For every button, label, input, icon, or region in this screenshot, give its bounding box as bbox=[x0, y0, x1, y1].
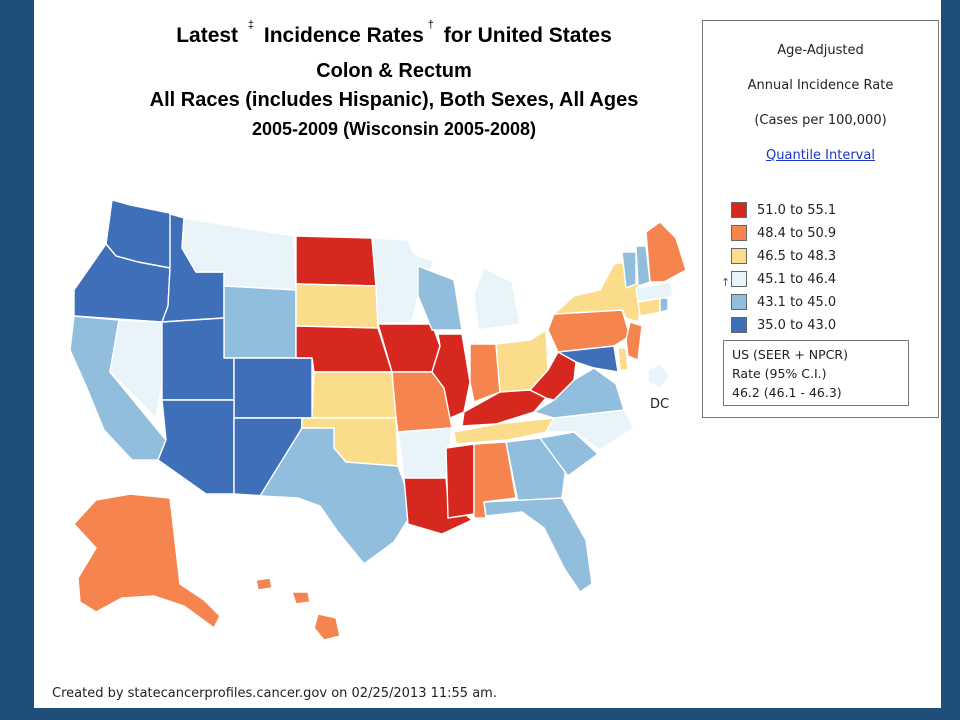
state-florida[interactable] bbox=[483, 497, 593, 593]
legend-swatch-6 bbox=[731, 317, 747, 333]
legend-link-row: Quantile Interval bbox=[703, 148, 938, 163]
us-rate-label: Rate (95% C.I.) bbox=[732, 366, 827, 381]
state-district-of-columbia[interactable] bbox=[647, 363, 671, 389]
state-pennsylvania[interactable] bbox=[547, 309, 631, 353]
quantile-interval-link[interactable]: Quantile Interval bbox=[766, 148, 875, 163]
state-maine[interactable] bbox=[645, 221, 687, 283]
legend-swatch-4 bbox=[731, 271, 747, 287]
legend-swatch-5 bbox=[731, 294, 747, 310]
footnote-double-dagger: ‡ bbox=[247, 19, 255, 31]
title-years: 2005-2009 (Wisconsin 2005-2008) bbox=[251, 119, 536, 139]
legend-swatch-3 bbox=[731, 248, 747, 264]
state-nevada[interactable] bbox=[109, 319, 163, 419]
state-hawaii[interactable] bbox=[255, 577, 341, 641]
state-utah[interactable] bbox=[161, 317, 235, 401]
state-maryland[interactable] bbox=[557, 345, 619, 373]
us-rate-box: US (SEER + NPCR) Rate (95% C.I.) 46.2 (4… bbox=[723, 340, 909, 406]
legend-class-2: 48.4 to 50.9 bbox=[731, 224, 836, 242]
legend-label-1: 51.0 to 55.1 bbox=[757, 202, 837, 218]
footnote-dagger: † bbox=[427, 19, 434, 31]
legend-heading-units: (Cases per 100,000) bbox=[754, 113, 887, 128]
state-texas[interactable] bbox=[259, 427, 415, 565]
state-montana[interactable] bbox=[181, 217, 297, 291]
state-louisiana[interactable] bbox=[403, 477, 473, 535]
state-wisconsin[interactable] bbox=[417, 265, 463, 331]
legend-class-1: 51.0 to 55.1 bbox=[731, 201, 836, 219]
legend-swatch-2 bbox=[731, 225, 747, 241]
title-population: All Races (includes Hispanic), Both Sexe… bbox=[149, 89, 639, 111]
state-rhode-island[interactable] bbox=[659, 297, 669, 313]
legend-box: Age-Adjusted Annual Incidence Rate (Case… bbox=[702, 20, 939, 418]
us-rate-pointer-icon: ↑ bbox=[721, 276, 731, 289]
state-michigan[interactable] bbox=[473, 267, 521, 331]
legend-class-3: 46.5 to 48.3 bbox=[731, 247, 836, 265]
us-choropleth-map bbox=[69, 199, 687, 641]
state-alaska[interactable] bbox=[73, 493, 221, 629]
us-rate-source: US (SEER + NPCR) bbox=[732, 347, 848, 362]
state-south-carolina[interactable] bbox=[539, 431, 599, 477]
legend-heading-rate: Annual Incidence Rate bbox=[747, 78, 894, 93]
state-kentucky[interactable] bbox=[461, 389, 547, 427]
state-south-dakota[interactable] bbox=[295, 283, 379, 329]
title-line-1: Latest ‡ Incidence Rates † for United Sta… bbox=[94, 19, 694, 48]
state-wyoming[interactable] bbox=[223, 285, 297, 359]
legend-class-4: 45.1 to 46.4 bbox=[731, 270, 836, 288]
state-delaware[interactable] bbox=[617, 347, 629, 371]
legend-label-2: 48.4 to 50.9 bbox=[757, 225, 837, 241]
state-arkansas[interactable] bbox=[397, 427, 453, 479]
title-incidence-rates: Incidence Rates bbox=[263, 24, 424, 47]
footer-credit: Created by statecancerprofiles.cancer.go… bbox=[52, 686, 497, 701]
state-illinois[interactable] bbox=[431, 333, 471, 419]
title-for-us: for United States bbox=[443, 24, 612, 47]
legend-label-3: 46.5 to 48.3 bbox=[757, 248, 837, 264]
legend-class-6: 35.0 to 43.0 bbox=[731, 316, 836, 334]
state-new-jersey[interactable] bbox=[625, 321, 643, 361]
legend-label-6: 35.0 to 43.0 bbox=[757, 317, 837, 333]
title-cancer-site: Colon & Rectum bbox=[316, 60, 472, 82]
dc-label: DC bbox=[650, 397, 670, 412]
us-rate-value: 46.2 (46.1 - 46.3) bbox=[732, 385, 842, 400]
state-kansas[interactable] bbox=[311, 371, 397, 419]
legend-label-5: 43.1 to 45.0 bbox=[757, 294, 837, 310]
state-vermont[interactable] bbox=[621, 251, 637, 289]
state-colorado[interactable] bbox=[233, 357, 313, 419]
state-indiana[interactable] bbox=[469, 343, 501, 403]
title-latest: Latest bbox=[176, 24, 239, 47]
legend-label-4: 45.1 to 46.4 bbox=[757, 271, 837, 287]
legend-swatch-1 bbox=[731, 202, 747, 218]
legend-class-5: 43.1 to 45.0 bbox=[731, 293, 836, 311]
state-arizona[interactable] bbox=[157, 399, 235, 495]
slide-panel: Latest ‡ Incidence Rates † for United Sta… bbox=[34, 0, 941, 708]
legend-heading-age-adjusted: Age-Adjusted bbox=[777, 43, 864, 58]
state-massachusetts[interactable] bbox=[635, 281, 675, 303]
state-west-virginia[interactable] bbox=[529, 351, 577, 401]
state-mississippi[interactable] bbox=[445, 443, 475, 519]
state-north-dakota[interactable] bbox=[295, 235, 377, 287]
